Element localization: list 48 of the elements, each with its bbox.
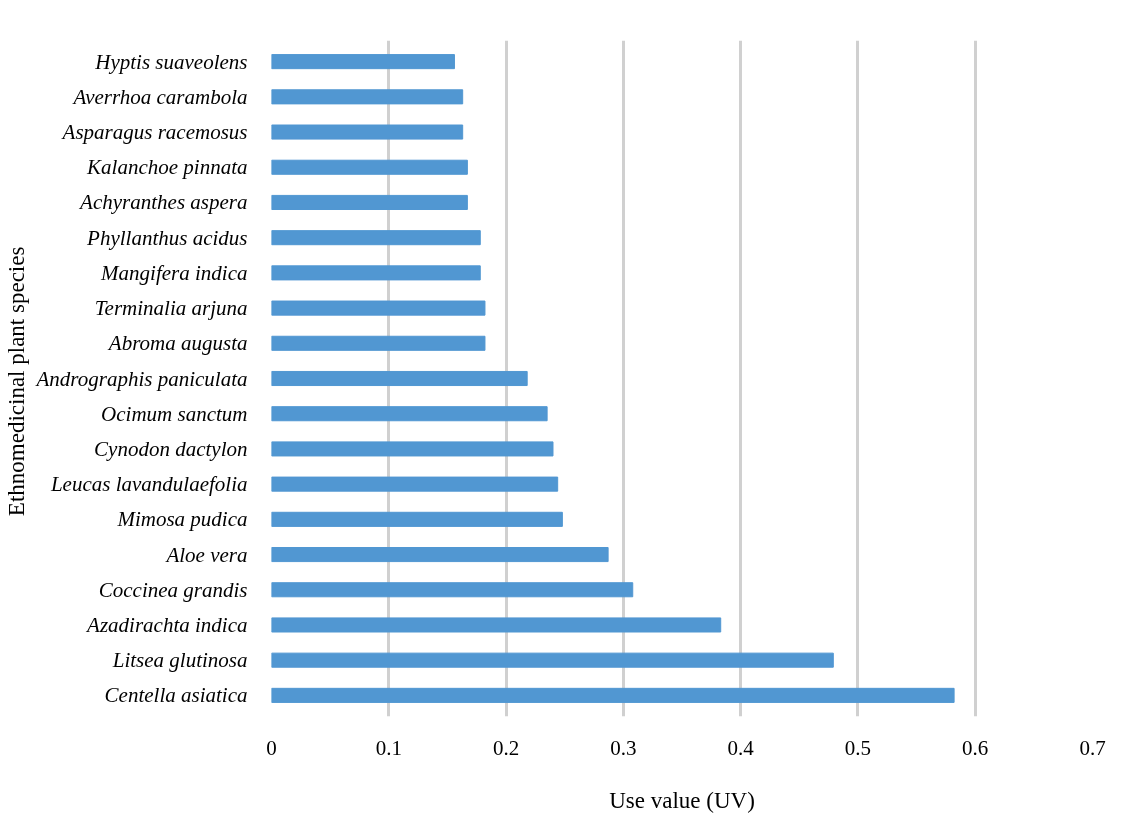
y-tick-label: Averrhoa carambola [71,84,248,109]
x-tick-label: 0.7 [1079,735,1106,760]
y-tick-label: Terminalia arjuna [94,296,248,321]
x-tick-label: 0.2 [492,735,520,760]
bar [271,124,464,140]
bar [271,687,955,703]
y-tick-label: Abroma augusta [106,331,248,356]
bar [271,617,722,633]
bar [271,370,528,387]
x-tick-label: 0.4 [727,735,755,760]
bar [271,511,563,527]
y-tick-label: Achyranthes aspera [78,190,248,215]
bar [271,54,455,70]
y-tick-label: Mimosa pudica [116,507,248,532]
bar [271,582,634,598]
y-tick-label: Coccinea grandis [98,577,248,602]
bar [271,265,481,281]
bar [271,300,486,316]
y-tick-label: Hyptis suaveolens [94,49,248,74]
bar [271,194,468,210]
y-tick-label: Aloe vera [164,542,248,567]
y-tick-label: Ocimum sanctum [101,401,248,426]
y-tick-label: Azadirachta indica [85,612,248,637]
x-tick-label: 0.3 [610,735,637,760]
bar [271,406,548,422]
y-tick-label: Leucas lavandulaefolia [49,472,248,497]
bar [271,89,464,105]
x-tick-label: 0.1 [375,735,402,760]
y-tick-label: Asparagus racemosus [60,120,248,145]
y-tick-label: Phyllanthus acidus [86,225,248,250]
y-tick-label: Litsea glutinosa [111,648,248,673]
bar [271,441,554,457]
y-tick-label: Andrographis paniculata [34,366,248,391]
y-tick-label: Centella asiatica [104,683,248,708]
y-tick-label: Kalanchoe pinnata [86,155,248,180]
bar [271,159,468,175]
bar [271,652,834,668]
x-axis-title: Use value (UV) [609,787,755,813]
x-tick-label: 0.6 [962,735,989,760]
y-tick-label: Mangifera indica [100,260,248,285]
bar [271,230,481,246]
x-tick-label: 0.5 [844,735,872,760]
bar [271,547,609,563]
bar [271,476,559,492]
y-tick-label: Cynodon dactylon [94,436,248,461]
x-tick-label: 0 [266,735,277,760]
bar [271,335,486,351]
y-axis-title: Ethnomedicinal plant species [3,246,29,517]
